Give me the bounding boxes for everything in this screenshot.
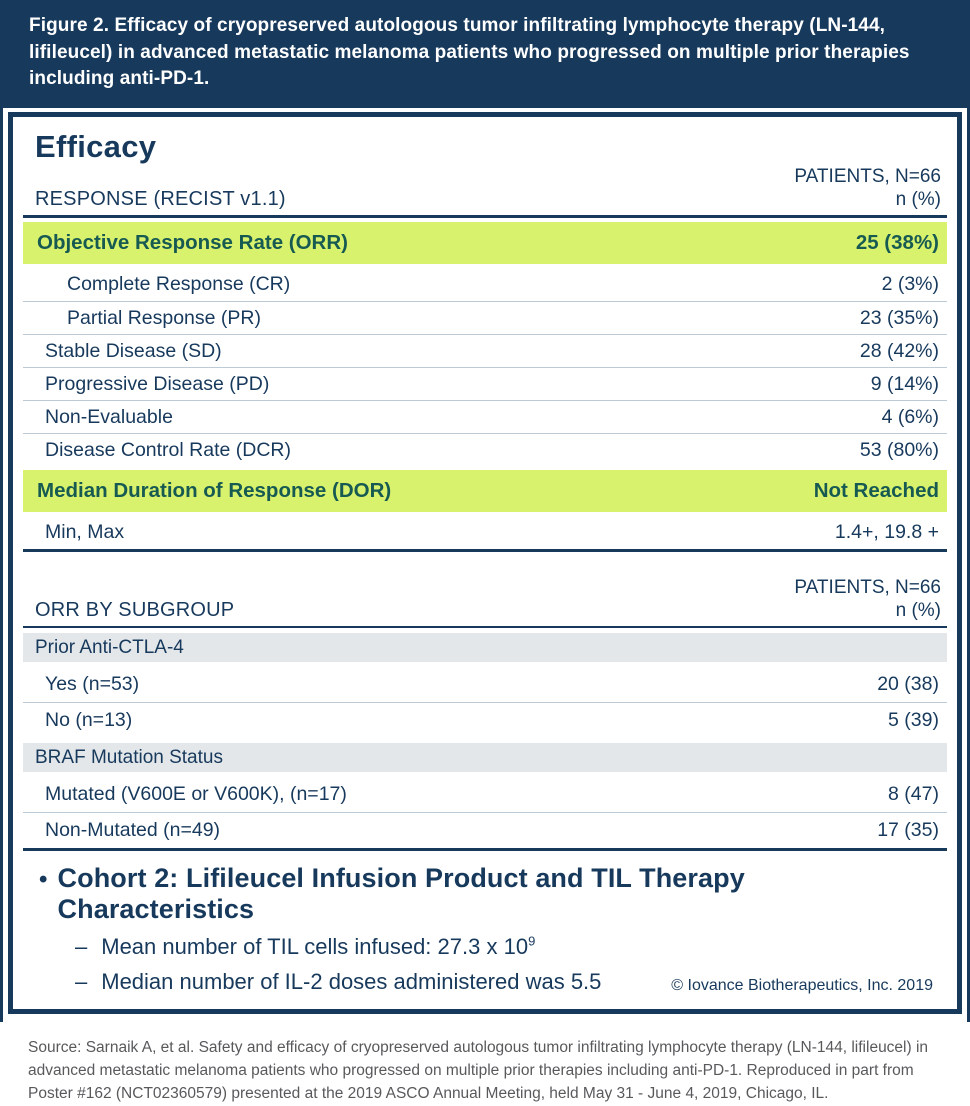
row-label: Non-Evaluable (45, 405, 173, 428)
table-row: Disease Control Rate (DCR) 53 (80%) (23, 433, 947, 466)
row-label: Non-Mutated (n=49) (45, 819, 221, 842)
row-label: Mutated (V600E or V600K), (n=17) (45, 782, 347, 805)
notes-last-line: – Median number of IL-2 doses administer… (39, 960, 947, 995)
row-value: 5 (39) (888, 709, 939, 732)
response-header-patients: PATIENTS, N=66 n (%) (794, 165, 941, 211)
til-cells-note: – Mean number of TIL cells infused: 27.3… (39, 934, 947, 960)
table-row: Non-Mutated (n=49) 17 (35) (23, 812, 947, 848)
row-label: Objective Response Rate (ORR) (37, 231, 348, 255)
row-label: No (n=13) (45, 709, 133, 732)
table-row: No (n=13) 5 (39) (23, 702, 947, 738)
row-label: Progressive Disease (PD) (45, 372, 270, 395)
table-row: Partial Response (PR) 23 (35%) (23, 301, 947, 334)
n-percent-label: n (%) (895, 600, 941, 622)
row-value: 4 (6%) (881, 405, 939, 428)
dash-icon: – (75, 934, 88, 960)
row-value: 1.4+, 19.8 + (834, 521, 939, 544)
table-row: Min, Max 1.4+, 19.8 + (23, 516, 947, 549)
row-value: 28 (42%) (859, 339, 939, 362)
row-value: Not Reached (813, 479, 939, 503)
til-cells-note-text: Mean number of TIL cells infused: 27.3 x… (101, 934, 535, 960)
table-row: Complete Response (CR) 2 (3%) (23, 268, 947, 301)
source-citation: Source: Sarnaik A, et al. Safety and eff… (28, 1039, 929, 1103)
row-label: BRAF Mutation Status (35, 746, 223, 768)
figure-caption: Figure 2. Efficacy of cryopreserved auto… (3, 0, 967, 108)
figure-container: Figure 2. Efficacy of cryopreserved auto… (0, 0, 970, 1023)
table-row: Median Duration of Response (DOR) Not Rea… (23, 470, 947, 513)
table-row: Stable Disease (SD) 28 (42%) (23, 334, 947, 367)
n-percent-label: n (%) (895, 188, 941, 210)
notes-section: • Cohort 2: Lifileucel Infusion Product … (13, 851, 957, 1007)
copyright-notice: © Iovance Biotherapeutics, Inc. 2019 (671, 977, 933, 995)
row-value: 23 (35%) (859, 306, 939, 329)
efficacy-panel: Efficacy RESPONSE (RECIST v1.1) PATIENTS… (8, 111, 962, 1015)
dash-icon: – (75, 969, 88, 995)
row-label: Partial Response (PR) (67, 306, 261, 329)
row-label: Yes (n=53) (45, 672, 140, 695)
il2-doses-note: – Median number of IL-2 doses administer… (39, 969, 601, 995)
row-value: 25 (38%) (855, 231, 939, 255)
exponent: 9 (528, 934, 536, 950)
header-rule (23, 215, 947, 219)
response-table-bottom-rule (23, 549, 947, 553)
row-label: Min, Max (45, 521, 125, 544)
row-label: Median Duration of Response (DOR) (37, 479, 392, 503)
row-value: 17 (35) (877, 819, 939, 842)
response-rows: Objective Response Rate (ORR) 25 (38%) Com… (23, 222, 947, 549)
table-row: Yes (n=53) 20 (38) (23, 666, 947, 702)
cohort-heading-text: Cohort 2: Lifileucel Infusion Product an… (57, 863, 745, 925)
patients-count-label: PATIENTS, N=66 (794, 577, 941, 599)
response-table-header: RESPONSE (RECIST v1.1) PATIENTS, N=66 n … (23, 165, 947, 215)
table-row: Progressive Disease (PD) 9 (14%) (23, 367, 947, 400)
subgroup-rows: Prior Anti-CTLA-4 Yes (n=53) 20 (38) No (n=… (23, 633, 947, 848)
patients-count-label: PATIENTS, N=66 (794, 165, 941, 187)
table-row: Mutated (V600E or V600K), (n=17) 8 (47) (23, 776, 947, 812)
subgroup-header-patients: PATIENTS, N=66 n (%) (794, 576, 941, 622)
header-rule (23, 626, 947, 629)
row-value: 2 (3%) (881, 273, 939, 296)
table-row: BRAF Mutation Status (23, 743, 947, 773)
subgroup-table-bottom-rule (23, 848, 947, 852)
row-value: 53 (80%) (859, 438, 939, 461)
table-row: Prior Anti-CTLA-4 (23, 633, 947, 663)
response-table: RESPONSE (RECIST v1.1) PATIENTS, N=66 n … (23, 165, 947, 549)
il2-doses-note-text: Median number of IL-2 doses administered… (101, 969, 602, 995)
table-row: Non-Evaluable 4 (6%) (23, 400, 947, 433)
cohort-heading: • Cohort 2: Lifileucel Infusion Product … (39, 863, 947, 925)
row-value: 20 (38) (877, 672, 939, 695)
panel-title: Efficacy (35, 128, 157, 164)
row-value: 9 (14%) (870, 372, 939, 395)
til-cells-value: Mean number of TIL cells infused: 27.3 x… (101, 934, 529, 960)
row-label: Complete Response (CR) (67, 273, 291, 296)
response-header-label: RESPONSE (RECIST v1.1) (35, 188, 286, 211)
row-label: Disease Control Rate (DCR) (45, 438, 291, 461)
subgroup-header-label: ORR BY SUBGROUP (35, 599, 235, 622)
subgroup-table: ORR BY SUBGROUP PATIENTS, N=66 n (%) Pri… (23, 552, 947, 848)
subgroup-table-header: ORR BY SUBGROUP PATIENTS, N=66 n (%) (23, 552, 947, 626)
row-label: Stable Disease (SD) (45, 339, 222, 362)
row-value: 8 (47) (888, 782, 939, 805)
table-row: Objective Response Rate (ORR) 25 (38%) (23, 222, 947, 265)
bullet-icon: • (39, 866, 48, 894)
row-label: Prior Anti-CTLA-4 (35, 636, 184, 658)
